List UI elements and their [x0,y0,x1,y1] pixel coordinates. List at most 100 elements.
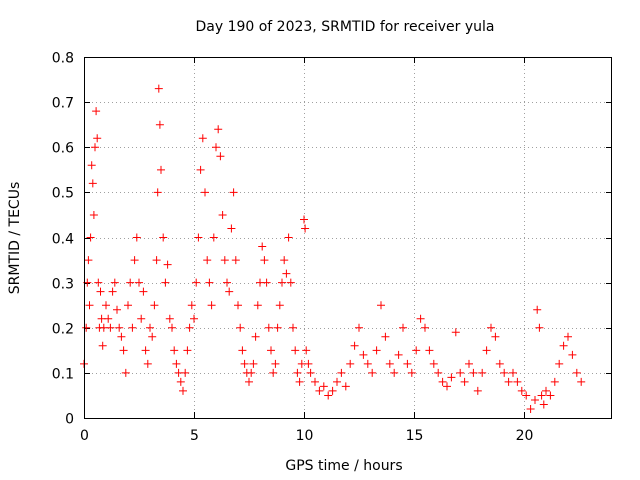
data-point [194,233,203,242]
data-point [539,400,548,409]
x-tick-label: 10 [296,428,314,444]
data-point [350,341,359,350]
data-point [572,368,581,377]
data-point [251,332,260,341]
data-point [447,373,456,382]
data-point [302,346,311,355]
data-point [86,233,95,242]
data-point [152,256,161,265]
data-point [542,386,550,395]
data-point [216,152,225,161]
data-point [181,368,190,377]
data-points [80,84,586,413]
data-point [535,323,544,332]
data-point [163,260,172,269]
data-point [187,301,196,310]
data-point [236,323,245,332]
data-point [284,233,293,242]
data-point [102,301,110,310]
data-point [363,359,372,368]
data-point [247,368,256,377]
data-point [128,323,137,332]
data-point [119,346,128,355]
data-point [399,323,407,332]
data-point [522,391,531,400]
data-point [267,346,275,355]
data-point [117,332,126,341]
data-point [517,386,526,395]
data-point [154,84,163,93]
data-point [278,278,286,287]
y-tick-label: 0 [65,412,74,428]
data-point [319,382,328,391]
data-point [198,134,207,143]
data-point [170,346,179,355]
data-point [301,224,310,233]
data-point [92,107,101,116]
data-point [146,323,154,332]
data-point [124,301,132,310]
data-point [273,323,282,332]
plot-frame [84,57,612,419]
data-point [531,395,539,404]
data-point [295,377,304,386]
y-tick-label: 0.7 [52,96,74,112]
data-point [130,256,139,265]
data-point [185,323,194,332]
data-point [153,188,162,197]
data-point [192,278,201,287]
data-point [443,382,451,391]
data-point [121,368,130,377]
data-point [337,368,346,377]
y-tick-label: 0.2 [52,322,74,338]
data-point [293,368,302,377]
data-point [205,278,214,287]
data-point [132,233,141,242]
data-point [260,256,269,265]
data-point [289,323,297,332]
data-point [429,359,438,368]
data-point [271,359,280,368]
data-point [212,143,220,152]
x-axis-label: GPS time / hours [285,458,402,474]
data-point [238,346,247,355]
data-point [249,359,258,368]
data-point [434,368,443,377]
data-point [148,332,157,341]
data-point [245,377,253,386]
data-point [165,314,174,323]
data-point [460,377,469,386]
data-point [425,346,434,355]
data-point [559,341,568,350]
data-point [84,256,93,265]
data-point [346,359,355,368]
data-point [487,323,495,332]
data-point [207,301,216,310]
data-point [300,215,308,224]
data-point [495,359,504,368]
data-point [478,368,487,377]
y-tick-label: 0.8 [52,51,74,67]
x-tick-label: 20 [516,428,534,444]
data-point [421,323,429,332]
data-point [104,314,113,323]
data-point [394,350,403,359]
data-point [291,346,300,355]
data-point [179,386,187,395]
data-point [172,359,181,368]
data-point [183,346,192,355]
data-point [139,287,148,296]
data-point [577,377,586,386]
data-point [390,368,399,377]
data-point [223,278,231,287]
data-point [341,382,350,391]
data-point [214,125,223,134]
data-point [311,377,319,386]
data-point [157,165,165,174]
data-point [231,256,240,265]
data-point [190,314,198,323]
data-point [359,350,368,359]
y-axis-label: SRMTID / TECUs [7,182,23,295]
data-point [93,134,102,143]
